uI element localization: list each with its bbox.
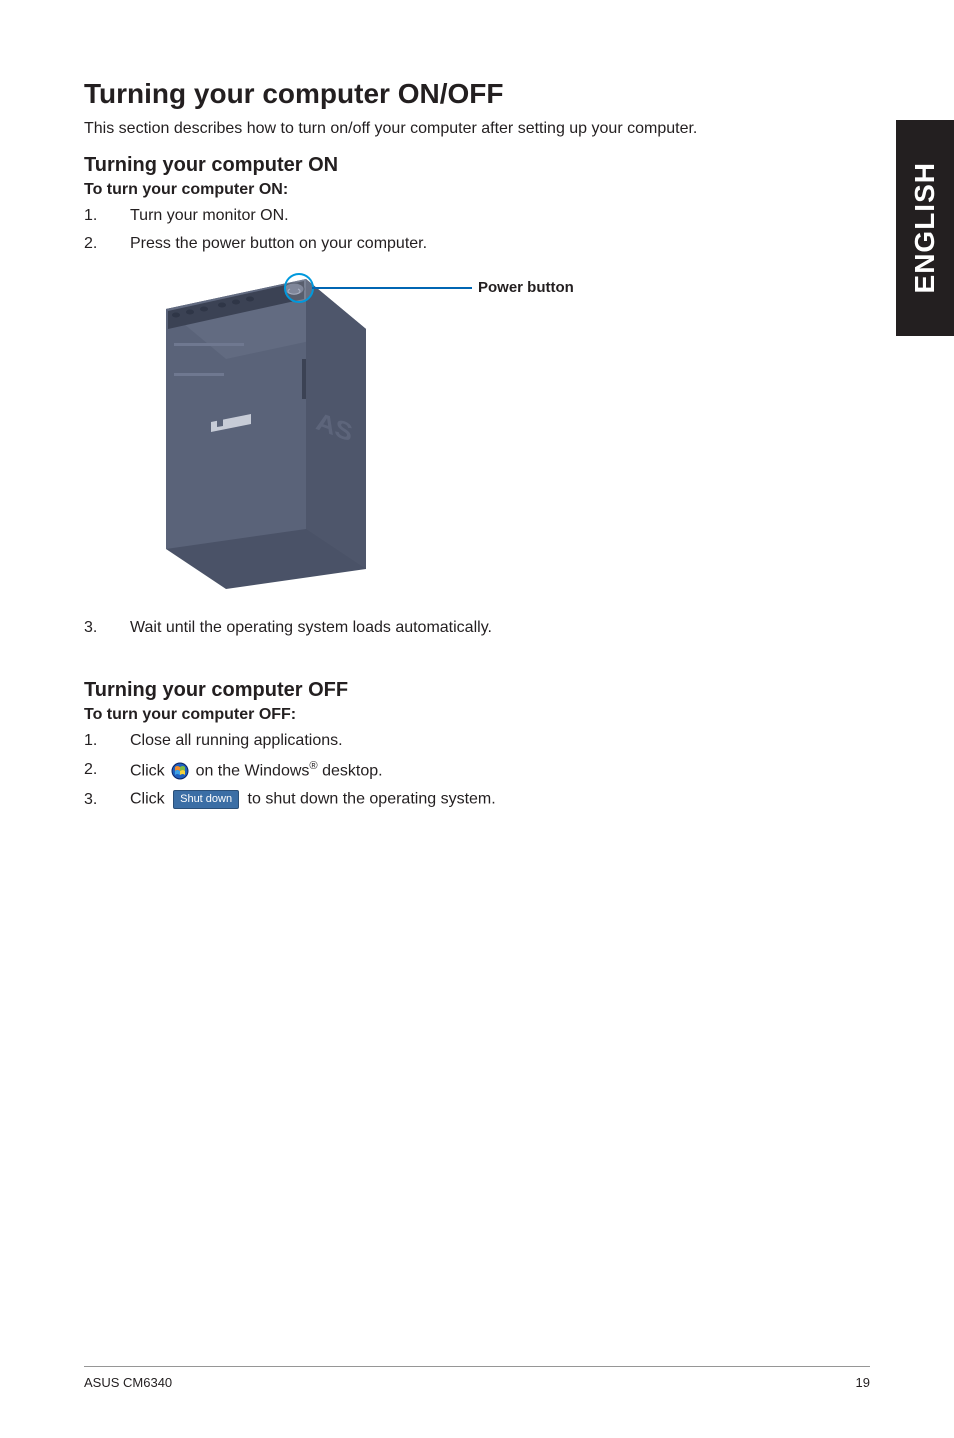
step-number: 3. bbox=[84, 619, 130, 637]
steps-on-after: 3. Wait until the operating system loads… bbox=[84, 619, 870, 637]
power-button-label: Power button bbox=[478, 279, 574, 296]
step-text: Close all running applications. bbox=[130, 732, 343, 750]
step-number: 2. bbox=[84, 761, 130, 779]
language-tab: ENGLISH bbox=[896, 120, 954, 336]
intro-text: This section describes how to turn on/of… bbox=[84, 120, 870, 138]
step-item: 2. Press the power button on your comput… bbox=[84, 235, 870, 253]
step-text: Click on the Windows® desktop. bbox=[130, 760, 383, 780]
step-text: Press the power button on your computer. bbox=[130, 235, 427, 253]
page-title: Turning your computer ON/OFF bbox=[84, 78, 870, 110]
pc-illustration: AS Power button bbox=[156, 269, 556, 589]
step-number: 3. bbox=[84, 791, 130, 809]
power-button-highlight-ring bbox=[284, 273, 314, 303]
step-item: 1. Turn your monitor ON. bbox=[84, 207, 870, 225]
shutdown-button-graphic: Shut down bbox=[173, 790, 239, 809]
step-text: Turn your monitor ON. bbox=[130, 207, 289, 225]
footer-page-number: 19 bbox=[856, 1375, 870, 1390]
windows-start-orb-icon bbox=[171, 762, 189, 780]
step-number: 1. bbox=[84, 207, 130, 225]
section-off-lead: To turn your computer OFF: bbox=[84, 706, 870, 724]
step-number: 1. bbox=[84, 732, 130, 750]
section-off-title: Turning your computer OFF bbox=[84, 679, 870, 702]
step-item: 3. Click Shut down to shut down the oper… bbox=[84, 790, 870, 809]
callout-line bbox=[312, 287, 472, 289]
step-number: 2. bbox=[84, 235, 130, 253]
step-text: Wait until the operating system loads au… bbox=[130, 619, 492, 637]
step-item: 3. Wait until the operating system loads… bbox=[84, 619, 870, 637]
language-tab-text: ENGLISH bbox=[909, 162, 941, 293]
steps-on: 1. Turn your monitor ON. 2. Press the po… bbox=[84, 207, 870, 253]
step-item: 2. Click on the Windows® desktop. bbox=[84, 760, 870, 780]
page-footer: ASUS CM6340 19 bbox=[84, 1366, 870, 1390]
step-text: Click Shut down to shut down the operati… bbox=[130, 790, 496, 809]
steps-off: 1. Close all running applications. 2. Cl… bbox=[84, 732, 870, 809]
step-item: 1. Close all running applications. bbox=[84, 732, 870, 750]
footer-model: ASUS CM6340 bbox=[84, 1375, 172, 1390]
section-on-lead: To turn your computer ON: bbox=[84, 181, 870, 199]
section-on-title: Turning your computer ON bbox=[84, 154, 870, 177]
pc-tower-svg: AS bbox=[156, 269, 376, 589]
